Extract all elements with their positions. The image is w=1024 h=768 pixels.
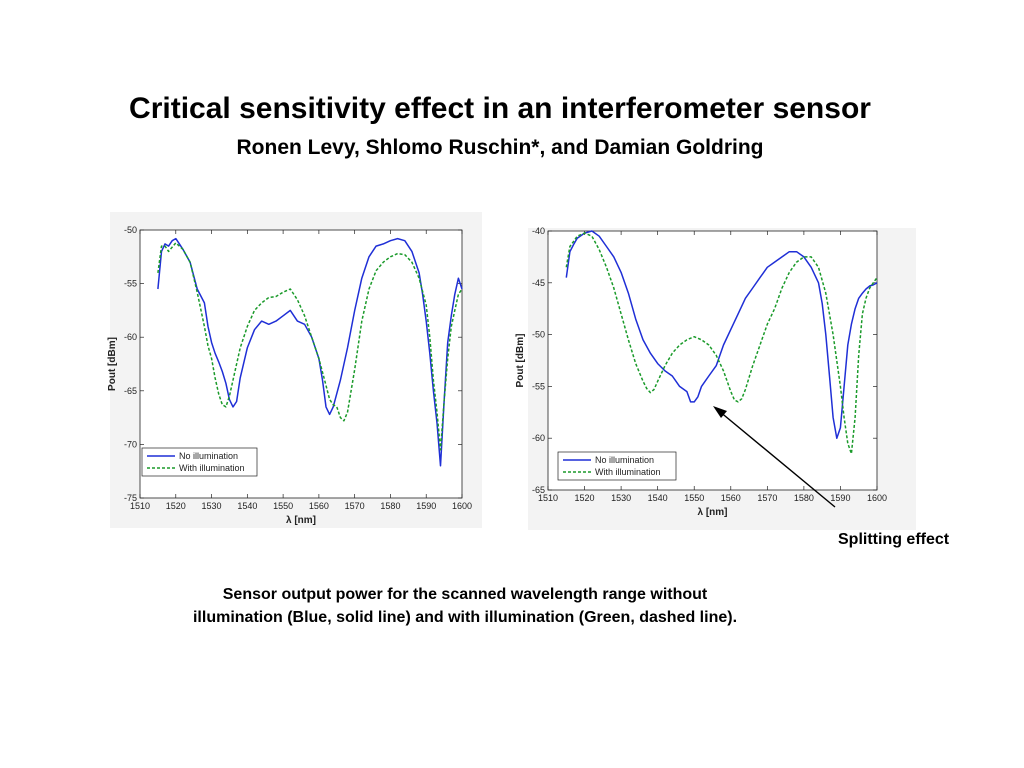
figure-caption: Sensor output power for the scanned wave…: [110, 583, 820, 629]
chart0-xtick-label: 1520: [166, 501, 186, 511]
chart1-xtick-label: 1530: [611, 493, 631, 503]
chart0-xlabel: λ [nm]: [286, 515, 316, 526]
chart1-xtick-label: 1550: [684, 493, 704, 503]
chart0-series-no-illumination-line: [157, 237, 463, 467]
chart1-legend: [557, 451, 677, 481]
chart0-legend-label: No illumination: [179, 451, 238, 461]
chart0-xtick-label: 1580: [380, 501, 400, 511]
chart1-series-with-illumination-line: [565, 232, 878, 455]
chart1-ytick-label: -40: [532, 226, 545, 236]
splitting-effect-label: Splitting effect: [838, 531, 950, 548]
chart-right: 1510 1520 1530 1540 1550 1560 1570 1580 1590 1600…: [515, 226, 916, 530]
chart1-ytick-label: -55: [532, 381, 545, 391]
chart0-series-with-illumination-line: [157, 242, 463, 451]
chart1-xlabel: λ [nm]: [698, 507, 728, 518]
chart1-xtick-label: 1600: [867, 493, 887, 503]
chart1-xtick-label: 1510: [538, 493, 558, 503]
chart1-xtick-label: 1570: [757, 493, 777, 503]
chart0-ytick-label: -50: [124, 225, 137, 235]
chart0-ytick-label: -75: [124, 493, 137, 503]
chart0-ylabel: Pout [dBm]: [107, 337, 118, 391]
chart1-ytick-label: -60: [532, 433, 545, 443]
chart0-xtick-label: 1590: [416, 501, 436, 511]
chart1-ytick-label: -45: [532, 278, 545, 288]
chart1-legend-label: With illumination: [595, 467, 661, 477]
chart0-legend: [141, 447, 258, 477]
chart0-xtick-label: 1550: [273, 501, 293, 511]
chart0-xtick-label: 1530: [202, 501, 222, 511]
chart1-xtick-label: 1580: [794, 493, 814, 503]
caption-line-2: illumination (Blue, solid line) and with…: [192, 609, 738, 626]
chart0-ytick-label: -65: [124, 386, 137, 396]
chart0-ytick-label: -55: [124, 279, 137, 289]
chart0-ytick-label: -60: [124, 332, 137, 342]
chart1-xtick-label: 1560: [721, 493, 741, 503]
chart1-ylabel: Pout [dBm]: [515, 334, 526, 388]
chart-right-svg: 1510 1520 1530 1540 1550 1560 1570 1580 1590 1600…: [515, 226, 887, 518]
chart1-ytick-label: -65: [532, 485, 545, 495]
chart0-xtick-label: 1510: [130, 501, 150, 511]
chart0-xtick-label: 1600: [452, 501, 472, 511]
chart1-xtick-label: 1520: [575, 493, 595, 503]
chart0-xtick-label: 1560: [309, 501, 329, 511]
chart0-ytick-label: -70: [124, 439, 137, 449]
chart0-xtick-label: 1540: [237, 501, 257, 511]
chart-left-svg: 1510 1520 1530 1540 1550 1560 1570 1580 1590 1600…: [107, 225, 472, 526]
chart0-xtick-label: 1570: [345, 501, 365, 511]
chart1-legend-label: No illumination: [595, 455, 654, 465]
chart1-series-no-illumination-line: [565, 230, 878, 439]
chart0-legend-label: With illumination: [179, 463, 245, 473]
caption-line-1: Sensor output power for the scanned wave…: [222, 586, 708, 603]
chart1-xtick-label: 1590: [830, 493, 850, 503]
chart1-xtick-label: 1540: [648, 493, 668, 503]
chart1-ytick-label: -50: [532, 330, 545, 340]
slide-authors: Ronen Levy, Shlomo Ruschin*, and Damian …: [236, 136, 764, 159]
slide-title: Critical sensitivity effect in an interf…: [129, 92, 871, 125]
chart-left: 1510 1520 1530 1540 1550 1560 1570 1580 1590 1600…: [107, 212, 482, 528]
